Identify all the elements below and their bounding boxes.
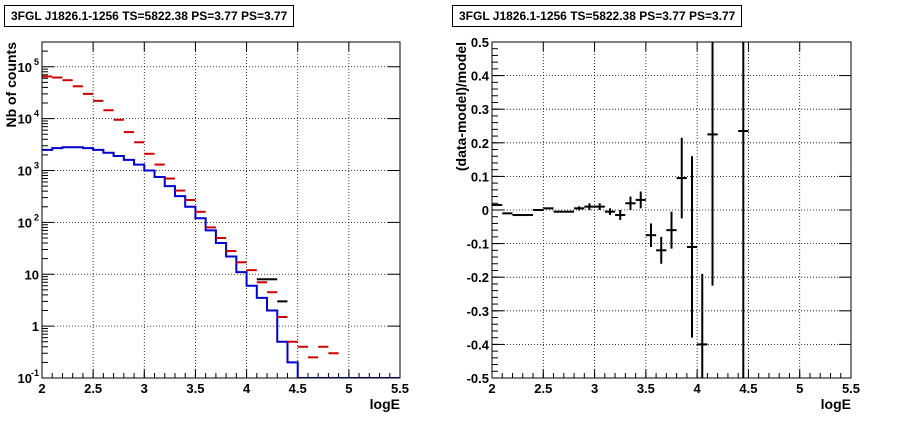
x-tick-label: 2.5	[534, 381, 552, 396]
y-tick-label: -0.4	[467, 337, 490, 352]
y-axis-label: (data-model)/model	[453, 42, 469, 171]
y-tick-label: 0	[482, 203, 489, 218]
y-tick-label: -0.3	[467, 304, 489, 319]
x-tick-label: 3.5	[186, 381, 204, 396]
x-tick-label: 5	[345, 381, 352, 396]
y-tick-label: 0.4	[471, 69, 490, 84]
y-tick-label: 10	[18, 215, 32, 230]
x-axis-label: logE	[821, 396, 851, 412]
plot-area	[42, 42, 400, 378]
y-tick-label: 10	[18, 371, 32, 386]
y-tick-label: 1	[32, 319, 39, 334]
x-tick-label: 5.5	[842, 381, 860, 396]
x-tick-label: 5	[796, 381, 803, 396]
x-tick-label: 2.5	[84, 381, 102, 396]
x-tick-label: 4	[694, 381, 702, 396]
y-tick-exponent: -1	[31, 368, 39, 378]
data-layer	[42, 75, 400, 378]
left-chart-title: 3FGL J1826.1-1256 TS=5822.38 PS=3.77 PS=…	[4, 5, 295, 27]
y-tick-exponent: 5	[34, 57, 39, 67]
y-tick-label: 10	[18, 60, 32, 75]
x-tick-label: 4.5	[289, 381, 307, 396]
y-tick-exponent: 3	[34, 161, 39, 171]
y-tick-exponent: 4	[34, 109, 39, 119]
residuals-panel: 2 2.5 3 3.5 4 4.5 5 5.5 -0.5 -0.4 -0.3 -0.2 -0.1 0 0.1…	[453, 35, 860, 412]
y-tick-label: -0.5	[467, 371, 489, 386]
data-layer	[492, 42, 749, 378]
x-tick-label: 3	[591, 381, 598, 396]
plot-area	[492, 42, 851, 378]
x-tick-label: 2	[38, 381, 45, 396]
y-tick-label: 10	[25, 267, 39, 282]
x-axis-label: logE	[370, 396, 400, 412]
x-tick-label: 3	[141, 381, 148, 396]
x-tick-label: 3.5	[637, 381, 655, 396]
x-tick-label: 5.5	[391, 381, 409, 396]
x-tick-label: 4.5	[739, 381, 757, 396]
y-tick-label: 10	[18, 112, 32, 127]
y-tick-label: 0.1	[471, 169, 489, 184]
plot-frame	[491, 41, 852, 379]
y-tick-label: -0.1	[467, 237, 489, 252]
y-tick-exponent: 2	[34, 212, 39, 222]
plot-frame	[41, 41, 401, 379]
x-tick-label: 4	[243, 381, 251, 396]
x-tick-label: 2	[488, 381, 495, 396]
y-tick-label: 0.3	[471, 102, 489, 117]
y-tick-label: -0.2	[467, 270, 489, 285]
model-step-line	[42, 146, 400, 378]
y-tick-label: 10	[18, 164, 32, 179]
y-axis-label: Nb of counts	[3, 42, 19, 128]
right-chart-title: 3FGL J1826.1-1256 TS=5822.38 PS=3.77 PS=…	[452, 5, 743, 27]
y-tick-label: 0.2	[471, 136, 489, 151]
y-tick-label: 0.5	[471, 35, 489, 50]
